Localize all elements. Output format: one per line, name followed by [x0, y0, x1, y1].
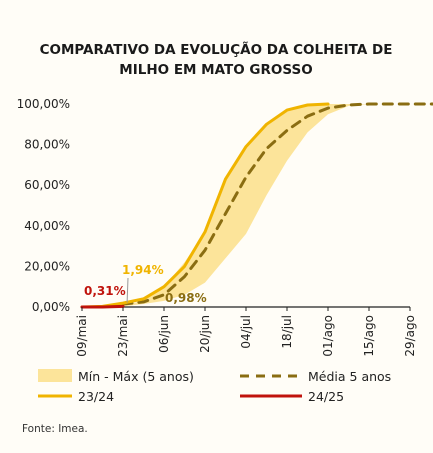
series-line-s2324	[80, 102, 330, 309]
annotation-media: 0,98%	[165, 291, 207, 305]
annotation-leader	[126, 277, 129, 303]
legend-label-2425: 24/25	[308, 389, 344, 404]
x-tick-label: 23/mai	[116, 315, 130, 357]
legend-swatch-band	[38, 369, 72, 382]
legend-label-media: Média 5 anos	[308, 369, 391, 384]
x-tick-label: 29/ago	[403, 315, 417, 357]
annotation-2425: 0,31%	[84, 284, 126, 298]
y-tick-label: 80,00%	[24, 138, 70, 152]
legend-label-2324: 23/24	[78, 389, 114, 404]
x-tick-label: 04/jul	[239, 315, 253, 349]
y-tick-label: 40,00%	[24, 219, 70, 233]
series-line-media	[121, 102, 433, 306]
x-tick-label: 15/ago	[362, 315, 376, 357]
y-tick-label: 60,00%	[24, 178, 70, 192]
x-tick-label: 20/jun	[198, 315, 212, 353]
band-min-max	[82, 104, 433, 307]
y-tick-label: 0,00%	[32, 300, 70, 314]
chart-title-line-1: COMPARATIVO DA EVOLUÇÃO DA COLHEITA DE	[40, 41, 393, 58]
chart-title-line-2: MILHO EM MATO GROSSO	[119, 62, 312, 78]
x-axis-ticks: 09/mai 23/mai 06/jun 20/jun 04/jul 18/jul 01/a…	[75, 307, 417, 357]
series-line-s2425	[80, 304, 125, 309]
y-axis-ticks: 0,00% 20,00% 40,00% 60,00% 80,00% 100,00%	[17, 97, 70, 314]
source-note: Fonte: Imea.	[22, 423, 88, 435]
legend-label-band: Mín - Máx (5 anos)	[78, 369, 194, 384]
y-tick-label: 100,00%	[17, 97, 70, 111]
legend: Mín - Máx (5 anos) Média 5 anos 23/24 24…	[38, 369, 391, 404]
y-tick-label: 20,00%	[24, 259, 70, 273]
x-tick-label: 09/mai	[75, 315, 89, 357]
annotation-2324: 1,94%	[122, 263, 164, 277]
x-tick-label: 01/ago	[321, 315, 335, 357]
x-tick-label: 18/jul	[280, 315, 294, 349]
x-tick-label: 06/jun	[157, 315, 171, 353]
